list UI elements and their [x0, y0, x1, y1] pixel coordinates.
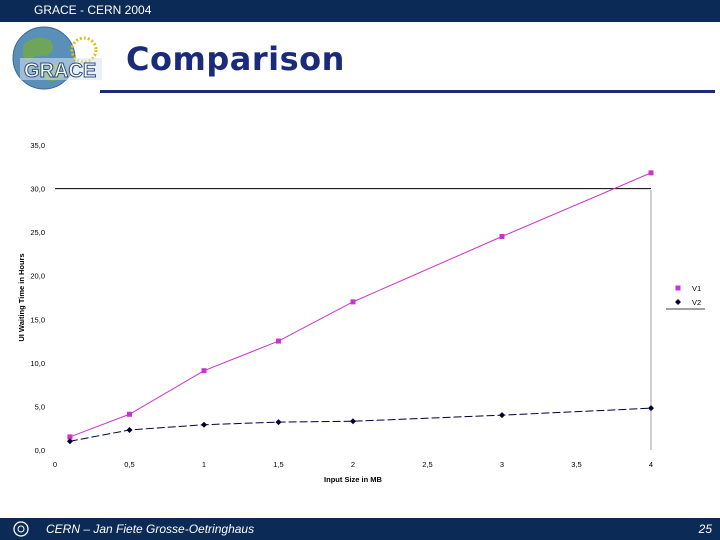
legend-marker-V2	[675, 299, 681, 305]
logo-text: GRACE	[24, 60, 96, 82]
x-tick-label: 0	[53, 460, 57, 469]
data-point	[66, 438, 73, 445]
data-point	[126, 426, 133, 433]
x-tick-label: 2,5	[422, 460, 432, 469]
legend-marker-V1	[675, 285, 681, 291]
header-bar: GRACE - CERN 2004	[0, 0, 720, 22]
legend-label: V2	[692, 298, 701, 307]
data-point	[350, 418, 356, 425]
x-tick-label: 1	[202, 460, 206, 469]
y-tick-label: 0,0	[35, 446, 45, 455]
title-underline	[100, 90, 715, 93]
data-point	[499, 412, 505, 419]
y-tick-label: 25,0	[30, 228, 45, 237]
data-point	[127, 411, 132, 417]
x-tick-label: 1,5	[273, 460, 283, 469]
page-number: 25	[698, 522, 712, 536]
header-title: GRACE - CERN 2004	[34, 3, 152, 17]
line-chart: 0,0 5,0 10,0 15,0 20,0 25,0 30,0 35,0 0 0,5 1 1,5 2 2…	[17, 141, 705, 484]
x-tick-label: 3	[500, 460, 504, 469]
x-tick-label: 0,5	[124, 460, 134, 469]
y-axis-label: UI Waiting Time in Hours	[17, 253, 26, 341]
data-point	[201, 421, 207, 428]
x-axis-label: Input Size in MB	[324, 475, 382, 484]
data-point	[201, 368, 207, 374]
x-tick-label: 3,5	[571, 460, 581, 469]
data-point	[648, 170, 654, 176]
data-point	[275, 419, 282, 426]
series-line-V1	[69, 172, 652, 438]
y-tick-label: 20,0	[30, 272, 45, 281]
footer-author: CERN – Jan Fiete Grosse-Oetringhaus	[46, 522, 255, 536]
data-point	[67, 434, 73, 440]
data-point	[276, 338, 281, 344]
footer-bar	[0, 518, 720, 540]
y-tick-label: 10,0	[30, 359, 45, 368]
x-tick-label: 4	[649, 460, 653, 469]
series-line-V2	[69, 407, 652, 442]
data-point	[648, 405, 654, 412]
y-tick-label: 5,0	[35, 402, 45, 411]
legend-label: V1	[692, 284, 701, 293]
grace-logo: GRACE	[12, 26, 102, 90]
cern-logo-icon	[13, 521, 29, 537]
data-point	[499, 234, 505, 239]
y-tick-label: 15,0	[30, 315, 45, 324]
x-tick-label: 2	[351, 460, 355, 469]
y-tick-label: 30,0	[30, 185, 45, 194]
data-point	[350, 299, 356, 305]
slide-title: Comparison	[126, 40, 345, 78]
y-tick-label: 35,0	[30, 141, 45, 150]
